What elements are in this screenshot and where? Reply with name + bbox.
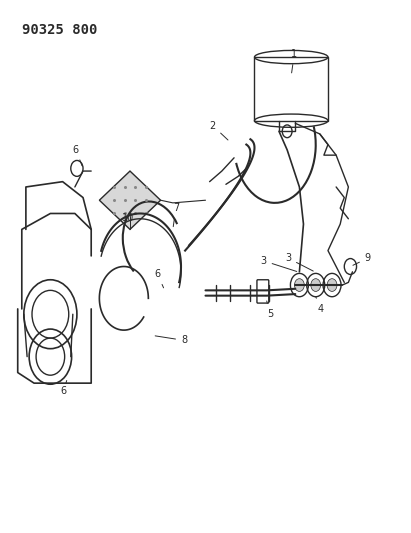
Text: 8: 8 (155, 335, 187, 345)
Circle shape (311, 279, 321, 292)
Text: 3: 3 (261, 256, 297, 271)
Text: 6: 6 (60, 381, 67, 396)
Polygon shape (99, 171, 161, 229)
Text: 10: 10 (122, 213, 134, 223)
Text: 2: 2 (210, 120, 228, 140)
Text: 5: 5 (267, 301, 273, 319)
Text: 7: 7 (173, 203, 179, 227)
Circle shape (327, 279, 337, 292)
Text: 90325 800: 90325 800 (22, 22, 97, 37)
Text: 9: 9 (353, 253, 371, 265)
Text: 1: 1 (291, 49, 297, 73)
Text: 6: 6 (155, 269, 164, 288)
Text: 3: 3 (285, 253, 313, 271)
Text: 4: 4 (316, 297, 324, 313)
Circle shape (295, 279, 304, 292)
Text: 6: 6 (73, 144, 82, 166)
